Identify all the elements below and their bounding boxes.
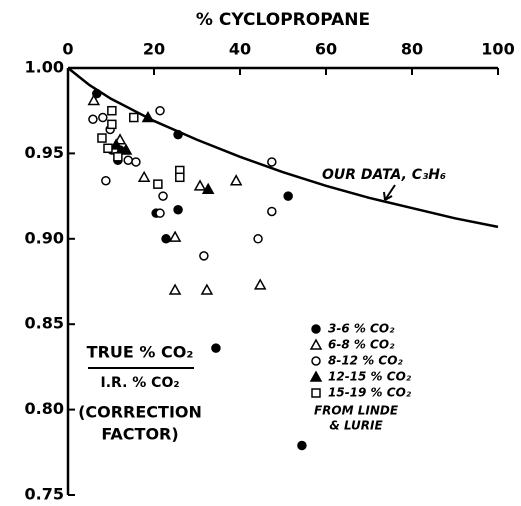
point [113,152,123,162]
x-tick-label: 40 [229,40,251,59]
point [123,155,133,165]
point [211,343,221,353]
point [161,234,171,244]
point [283,191,293,201]
y-tick-label: 0.85 [25,314,64,333]
point [173,129,183,140]
point [141,110,155,123]
y-label-note: (CORRECTION [78,403,202,422]
x-tick-label: 100 [481,40,514,59]
point [119,143,133,155]
point [155,208,165,218]
legend-marker [309,338,323,350]
legend-label: 12-15 % CO₂ [328,370,412,384]
y-label-numerator: TRUE % CO₂ [87,343,194,362]
point [109,138,123,150]
legend-label: 8-12 % CO₂ [328,354,403,368]
legend-marker [309,370,323,382]
point [200,283,214,295]
y-label-denominator: I.R. % CO₂ [101,375,180,391]
source-note: FROM LINDE [314,404,399,418]
y-tick-label: 0.95 [25,143,64,162]
point [201,182,215,195]
point [137,170,151,183]
point [229,174,243,186]
point [101,175,111,186]
point [87,93,101,106]
point [98,112,108,123]
x-tick-label: 80 [401,40,423,59]
point [129,112,139,123]
source-note: & LURIE [329,419,383,433]
point [158,191,168,201]
point [153,179,163,189]
x-axis-label: % CYCLOPROPANE [196,10,370,30]
point [92,88,102,99]
point [168,230,182,242]
point [173,205,183,215]
point [88,114,98,124]
y-tick-label: 1.00 [25,58,64,77]
y-tick-label: 0.90 [25,228,64,247]
point [199,251,209,261]
point [155,105,165,116]
x-tick-label: 20 [143,40,165,59]
point [103,143,113,154]
y-label-note: FACTOR) [101,425,178,444]
legend-label: 15-19 % CO₂ [328,386,412,400]
data-curve [67,67,499,229]
legend-label: 3-6 % CO₂ [328,322,395,336]
legend-marker [311,388,321,398]
point [131,157,141,167]
y-tick-label: 0.80 [25,399,64,418]
point [97,133,107,143]
point [267,157,277,167]
point [175,172,185,183]
legend-marker [311,324,321,334]
point [253,234,263,244]
point [168,283,182,295]
legend-marker [311,356,321,366]
curve-label: OUR DATA, C₃H₆ [322,167,446,183]
point [297,440,307,451]
point [107,119,117,130]
curve-arrow [383,184,396,201]
x-tick-label: 60 [315,40,337,59]
y-tick-label: 0.75 [25,485,64,504]
legend-label: 6-8 % CO₂ [328,338,395,352]
point [267,206,277,217]
point [253,278,267,290]
point [193,179,207,191]
point [107,105,117,116]
x-tick-label: 0 [62,40,73,59]
